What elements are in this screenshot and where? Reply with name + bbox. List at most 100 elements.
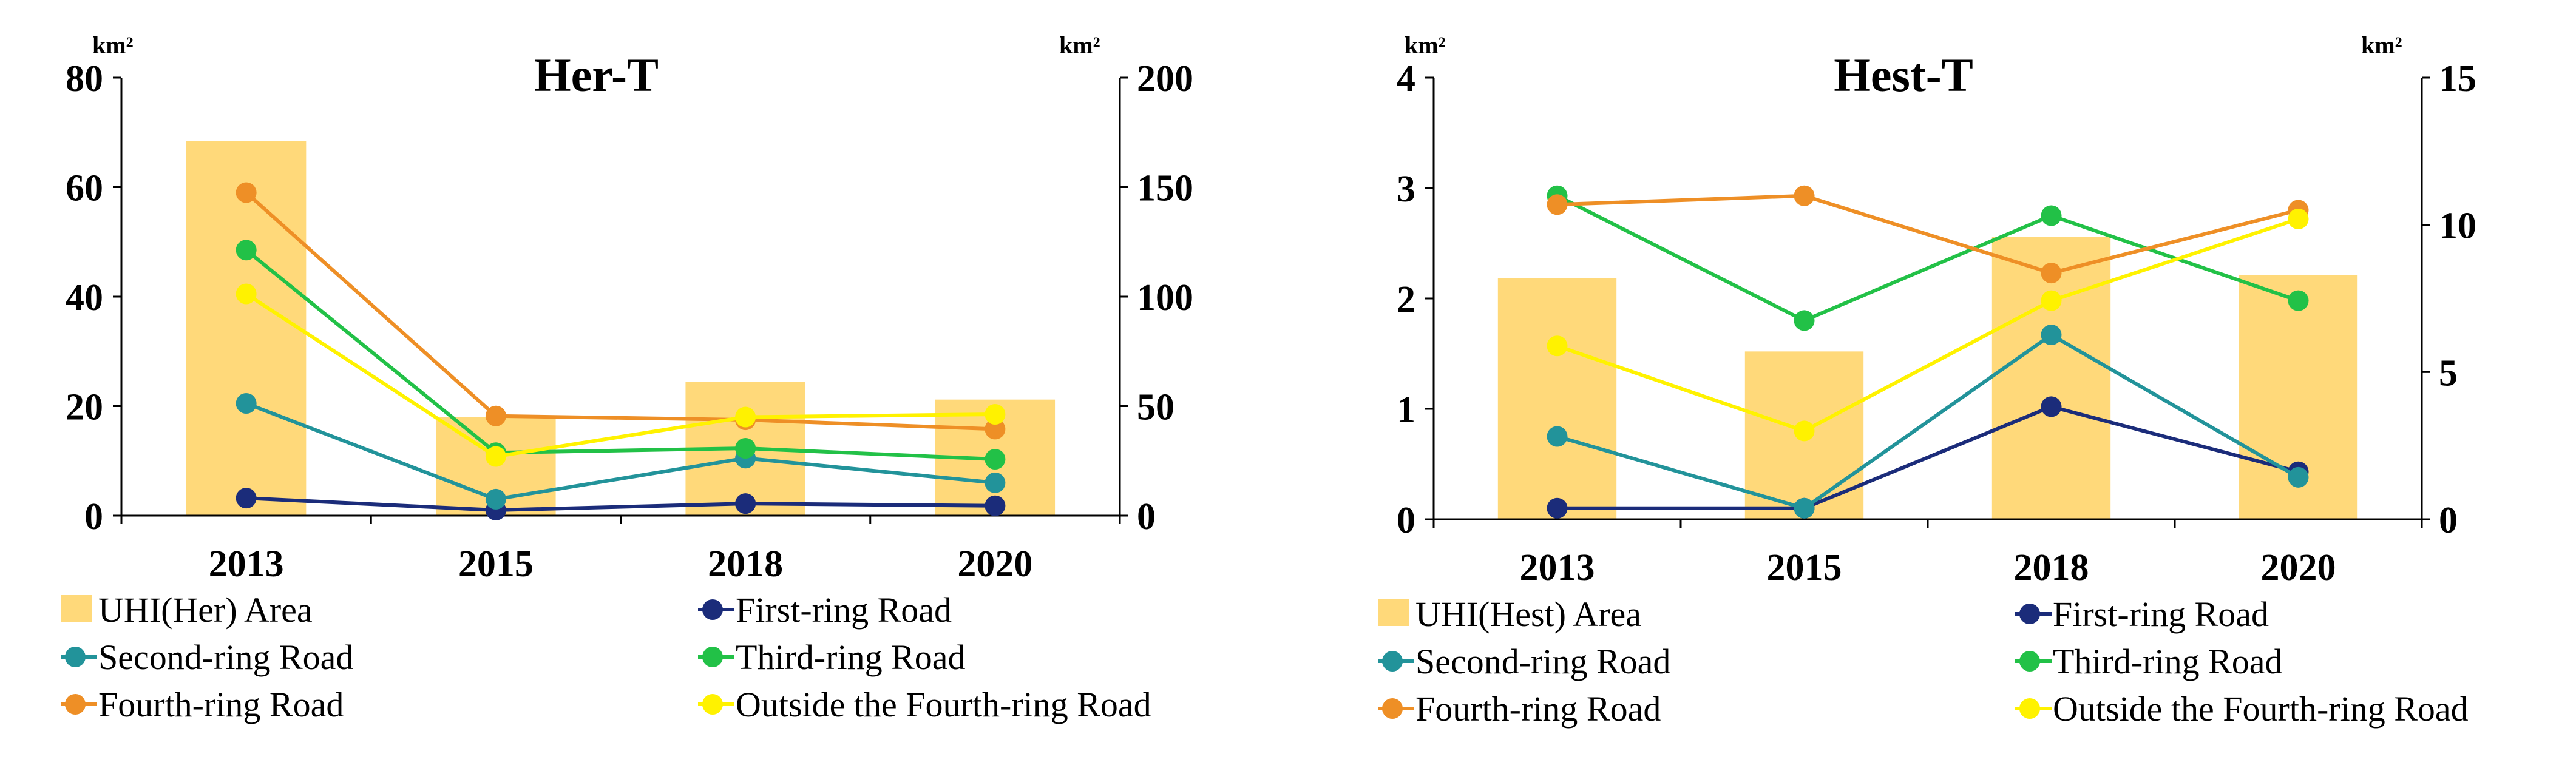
y-right-tick-label: 150 bbox=[1137, 168, 1193, 209]
legend-label: Fourth-ring Road bbox=[98, 685, 344, 724]
legend-swatch-marker bbox=[65, 694, 86, 715]
series-1-point-2018 bbox=[2041, 396, 2062, 417]
chart-panel-2: 0 1 2 3 4 0 5 10 15 2013 2015 2018 2020 km² km² Hest-T U… bbox=[1378, 32, 2476, 729]
series-5-point-2015 bbox=[1794, 420, 1815, 442]
legend-entry: First-ring Road bbox=[2015, 594, 2269, 634]
y-right-tick-label: 0 bbox=[2439, 500, 2458, 541]
legend-label: Second-ring Road bbox=[1415, 642, 1670, 681]
y-right-tick-label: 200 bbox=[1137, 58, 1193, 99]
y-right-unit: km² bbox=[2361, 32, 2402, 59]
series-3-point-2020 bbox=[2288, 290, 2309, 311]
series-1-point-2018 bbox=[735, 493, 756, 514]
series-5-point-2018 bbox=[2041, 290, 2062, 311]
legend-entry: Outside the Fourth-ring Road bbox=[698, 685, 1151, 724]
series-3-point-2018 bbox=[735, 437, 756, 459]
series-2-point-2013 bbox=[236, 392, 257, 414]
legend-entry: Second-ring Road bbox=[61, 638, 353, 677]
x-tick-label: 2018 bbox=[2014, 547, 2089, 588]
legend-label: Third-ring Road bbox=[736, 638, 966, 677]
chart-title: Her-T bbox=[534, 49, 659, 101]
chart-title: Hest-T bbox=[1834, 49, 1973, 101]
legend-swatch-marker bbox=[702, 694, 723, 715]
series-5-point-2013 bbox=[1547, 335, 1568, 357]
bar-2013 bbox=[1497, 278, 1617, 519]
legend-entry: Second-ring Road bbox=[1378, 642, 1670, 681]
legend-entry: Third-ring Road bbox=[698, 638, 966, 677]
legend-label: UHI(Hest) Area bbox=[1415, 594, 1641, 634]
legend-label: First-ring Road bbox=[2053, 594, 2269, 634]
series-1-point-2013 bbox=[1547, 497, 1568, 519]
series-line-3 bbox=[245, 248, 995, 462]
y-left-tick-label: 20 bbox=[66, 387, 103, 428]
series-5-point-2020 bbox=[2288, 208, 2309, 229]
series-line-4 bbox=[1557, 194, 2299, 275]
series-2-point-2013 bbox=[1547, 426, 1568, 447]
legend-swatch-bar bbox=[61, 595, 92, 622]
y-left-tick-label: 80 bbox=[66, 58, 103, 99]
series-line-1 bbox=[1557, 405, 2299, 510]
bar-2018 bbox=[1991, 237, 2111, 519]
series-3-point-2020 bbox=[985, 449, 1006, 470]
series-4-point-2015 bbox=[485, 405, 506, 426]
series-5-point-2020 bbox=[985, 404, 1006, 425]
y-left-tick-label: 40 bbox=[66, 277, 103, 318]
legend-swatch-marker bbox=[1382, 698, 1403, 719]
y-right-unit: km² bbox=[1059, 32, 1100, 59]
bar-2013 bbox=[186, 141, 307, 516]
legend-entry: UHI(Hest) Area bbox=[1378, 594, 1641, 634]
series-2-point-2018 bbox=[2041, 325, 2062, 346]
series-2-point-2020 bbox=[2288, 466, 2309, 488]
legend-swatch-marker bbox=[1382, 651, 1403, 672]
series-5-point-2015 bbox=[485, 446, 506, 467]
y-right-tick-label: 50 bbox=[1137, 387, 1174, 428]
x-tick-label: 2020 bbox=[2261, 547, 2336, 588]
y-left-tick-label: 0 bbox=[84, 496, 103, 537]
series-line-5 bbox=[245, 292, 995, 459]
legend-entry: Third-ring Road bbox=[2015, 642, 2283, 681]
series-3-point-2018 bbox=[2041, 205, 2062, 226]
legend-swatch-marker bbox=[702, 647, 723, 667]
legend-swatch-marker bbox=[702, 599, 723, 620]
x-tick-label: 2015 bbox=[458, 544, 534, 585]
legend-swatch-marker bbox=[2019, 698, 2040, 719]
series-2-point-2015 bbox=[485, 488, 506, 510]
x-tick-label: 2013 bbox=[209, 544, 284, 585]
series-line-1 bbox=[246, 496, 995, 512]
series-line-2 bbox=[1556, 332, 2299, 511]
legend-swatch-marker bbox=[2019, 604, 2040, 624]
series-line-4 bbox=[245, 191, 995, 431]
x-tick-label: 2018 bbox=[708, 544, 783, 585]
legend-swatch-marker bbox=[65, 647, 86, 667]
y-left-tick-label: 60 bbox=[66, 168, 103, 209]
series-4-point-2015 bbox=[1794, 185, 1815, 206]
legend-entry: UHI(Her) Area bbox=[61, 590, 313, 630]
series-line-5 bbox=[1556, 217, 2299, 433]
series-3-point-2015 bbox=[1794, 310, 1815, 331]
y-left-tick-label: 2 bbox=[1397, 279, 1415, 320]
legend-label: Fourth-ring Road bbox=[1415, 689, 1661, 729]
series-line-2 bbox=[245, 402, 995, 502]
y-left-unit: km² bbox=[1405, 32, 1446, 59]
series-2-point-2020 bbox=[985, 472, 1006, 493]
y-right-tick-label: 0 bbox=[1137, 496, 1156, 537]
legend-entry: Fourth-ring Road bbox=[61, 685, 344, 724]
legend-label: First-ring Road bbox=[736, 590, 952, 630]
series-4-point-2018 bbox=[2041, 263, 2062, 284]
y-left-tick-label: 1 bbox=[1397, 389, 1415, 431]
series-2-point-2015 bbox=[1794, 497, 1815, 519]
series-line-3 bbox=[1556, 194, 2299, 323]
legend-entry: First-ring Road bbox=[698, 590, 952, 630]
legend-swatch-bar bbox=[1378, 599, 1409, 626]
series-4-point-2013 bbox=[1547, 194, 1568, 215]
legend-entry: Outside the Fourth-ring Road bbox=[2015, 689, 2469, 729]
series-4-point-2020 bbox=[985, 419, 1006, 440]
y-right-tick-label: 100 bbox=[1137, 277, 1193, 318]
legend-label: Outside the Fourth-ring Road bbox=[736, 685, 1151, 724]
legend-entry: Fourth-ring Road bbox=[1378, 689, 1661, 729]
y-right-tick-label: 15 bbox=[2439, 58, 2476, 99]
x-tick-label: 2013 bbox=[1520, 547, 1595, 588]
x-tick-label: 2015 bbox=[1767, 547, 1842, 588]
series-4-point-2013 bbox=[236, 182, 257, 203]
x-tick-label: 2020 bbox=[957, 544, 1032, 585]
